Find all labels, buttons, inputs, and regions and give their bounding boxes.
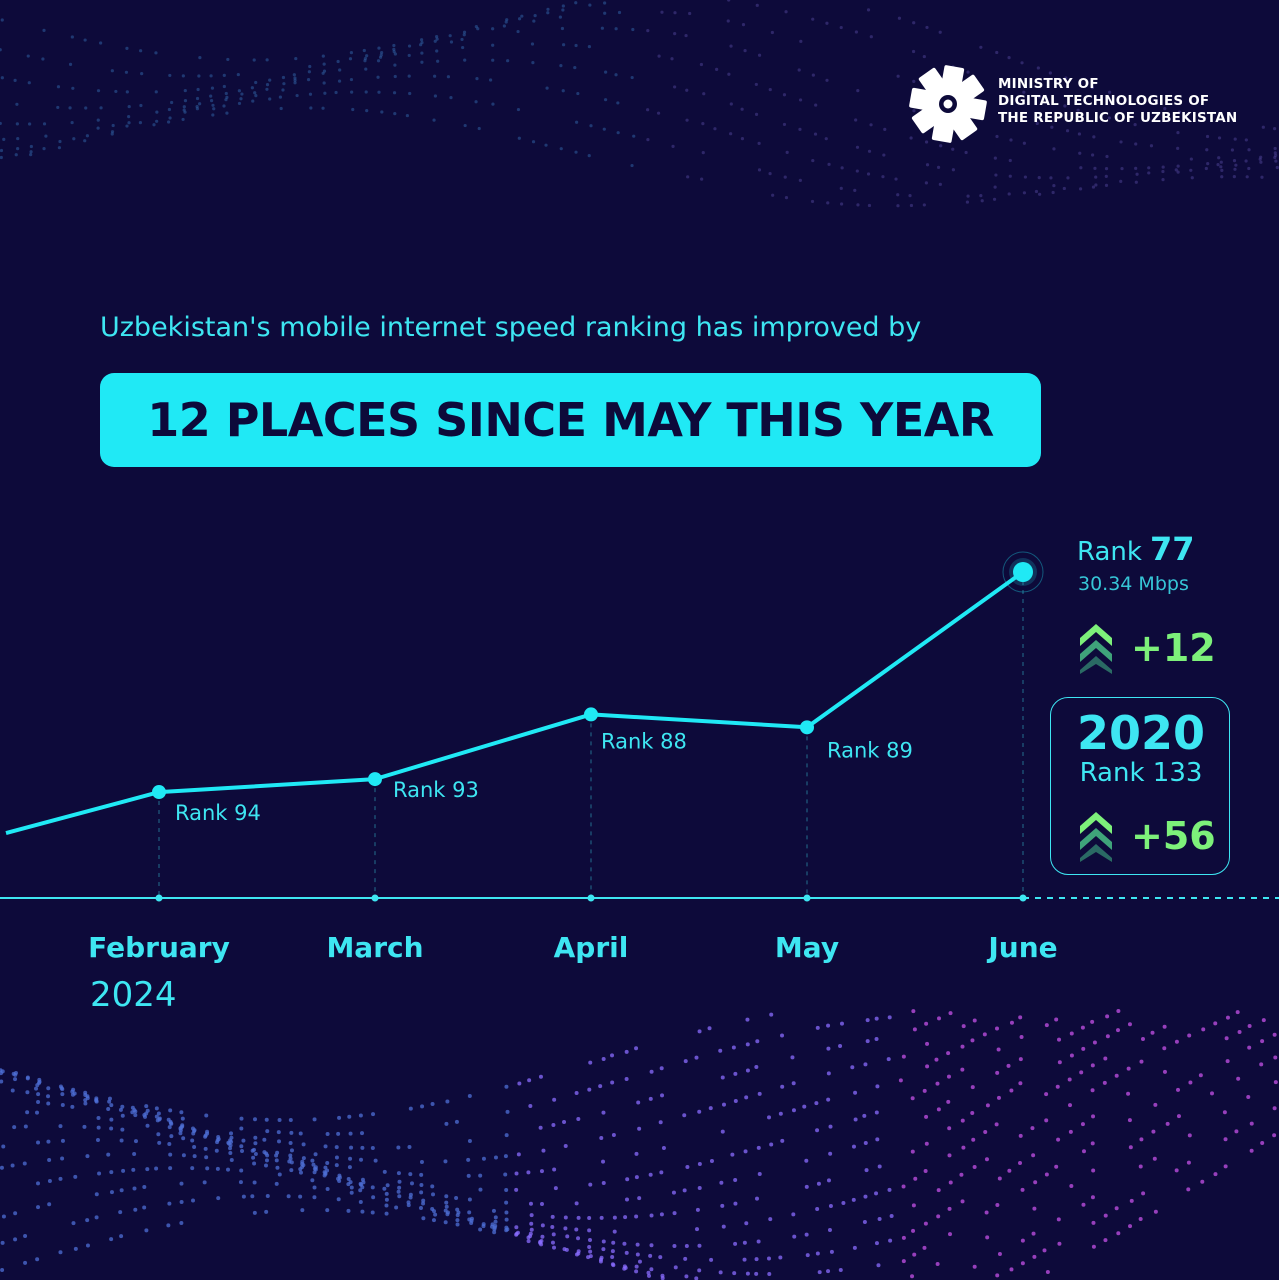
ministry-name-line-3: THE REPUBLIC OF UZBEKISTAN <box>998 110 1238 126</box>
ministry-name-line-2: DIGITAL TECHNOLOGIES OF <box>998 93 1210 109</box>
baseline-2020-card: 2020 Rank 133 <box>1050 697 1230 875</box>
x-tick-label: May <box>775 931 839 964</box>
x-tick-label: April <box>554 931 629 964</box>
latest-rank: Rank 77 <box>1077 530 1195 568</box>
chevron-up-icon <box>1080 624 1112 674</box>
highlight-ring <box>1002 551 1044 593</box>
data-point <box>1013 562 1033 582</box>
latest-rank-label: Rank <box>1077 537 1142 567</box>
point-label: Rank 94 <box>175 801 261 825</box>
headline-highlight: 12 PLACES SINCE MAY THIS YEAR <box>147 393 994 447</box>
axis-tick <box>803 894 811 902</box>
ministry-name-line-1: MINISTRY OF <box>998 76 1099 92</box>
x-tick-label: June <box>986 931 1057 964</box>
axis-tick <box>155 894 163 902</box>
ministry-logo: MINISTRY OF DIGITAL TECHNOLOGIES OF THE … <box>906 62 1246 146</box>
axis-tick <box>371 894 379 902</box>
x-year-label: 2024 <box>90 975 177 1015</box>
data-point <box>152 785 166 800</box>
rank-series-line <box>5 570 1025 835</box>
baseline-rank: Rank 133 <box>1079 758 1203 788</box>
latest-speed: 30.34 Mbps <box>1078 573 1189 595</box>
x-tick-label: February <box>88 931 230 964</box>
headline-banner: 12 PLACES SINCE MAY THIS YEAR <box>100 373 1041 467</box>
axis-tick <box>587 894 595 902</box>
chevron-up-icon <box>1080 812 1112 862</box>
axis-tick <box>1019 894 1027 902</box>
star-emblem-icon <box>909 65 987 143</box>
data-point <box>584 707 598 722</box>
point-label: Rank 88 <box>601 729 687 753</box>
baseline-year: 2020 <box>1076 706 1206 760</box>
baseline-delta: +56 <box>1131 814 1216 858</box>
point-label: Rank 93 <box>393 778 479 802</box>
point-label: Rank 89 <box>827 738 913 762</box>
latest-delta: +12 <box>1131 626 1216 670</box>
x-tick-label: March <box>326 931 423 964</box>
data-point <box>800 720 814 735</box>
data-point <box>368 772 382 787</box>
latest-rank-value: 77 <box>1149 530 1195 568</box>
headline-subtitle: Uzbekistan's mobile internet speed ranki… <box>100 312 922 343</box>
ministry-name: MINISTRY OF DIGITAL TECHNOLOGIES OF THE … <box>998 76 1237 127</box>
